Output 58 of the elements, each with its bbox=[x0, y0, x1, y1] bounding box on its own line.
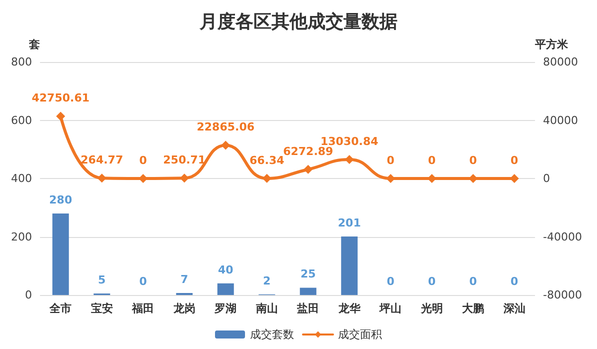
data-label: 264.77 bbox=[80, 154, 124, 167]
data-label: 66.34 bbox=[249, 154, 285, 167]
data-label: 5 bbox=[98, 274, 106, 287]
y2-tick-label: 80000 bbox=[543, 56, 578, 68]
legend-label: 成交面积 bbox=[338, 328, 382, 341]
x-tick-label: 全市 bbox=[48, 302, 72, 315]
point bbox=[304, 164, 313, 174]
y-tick-label: 800 bbox=[11, 56, 32, 68]
data-label: 0 bbox=[386, 154, 395, 167]
data-label: 280 bbox=[49, 193, 72, 206]
x-tick-label: 南山 bbox=[254, 302, 278, 315]
y2-tick-label: -40000 bbox=[543, 230, 582, 244]
bar bbox=[217, 283, 234, 295]
y2-tick-label: -80000 bbox=[543, 288, 582, 302]
x-tick-label: 大鹏 bbox=[462, 302, 484, 315]
x-tick-label: 罗湖 bbox=[214, 302, 237, 315]
data-label: 0 bbox=[469, 275, 478, 288]
y-tick-label: 600 bbox=[11, 114, 32, 127]
point bbox=[221, 140, 230, 150]
data-label: 0 bbox=[510, 154, 519, 167]
data-label: 42750.61 bbox=[32, 92, 90, 105]
legend-label: 成交套数 bbox=[250, 328, 294, 341]
data-label: 201 bbox=[338, 216, 361, 230]
y-axis-title: 套 bbox=[28, 38, 40, 51]
data-label: 22865.06 bbox=[196, 120, 255, 134]
x-tick-label: 盐田 bbox=[296, 302, 320, 315]
y-tick-label: 200 bbox=[11, 230, 32, 244]
data-label: 0 bbox=[428, 275, 436, 288]
bar bbox=[300, 288, 316, 295]
data-label: 0 bbox=[139, 154, 148, 167]
x-tick-label: 宝安 bbox=[90, 302, 113, 315]
data-label: 2 bbox=[263, 274, 271, 288]
data-label: 0 bbox=[428, 154, 436, 167]
x-tick-label: 光明 bbox=[420, 302, 443, 315]
y-tick-label: 0 bbox=[25, 288, 32, 302]
x-tick-label: 龙岗 bbox=[172, 302, 196, 315]
data-label: 0 bbox=[510, 275, 519, 288]
data-label: 0 bbox=[469, 154, 478, 167]
x-tick-label: 坪山 bbox=[378, 302, 402, 315]
data-label: 6272.89 bbox=[283, 144, 334, 158]
data-label: 0 bbox=[386, 275, 395, 288]
point bbox=[56, 112, 66, 121]
x-tick-label: 龙华 bbox=[337, 302, 362, 315]
y2-axis-title: 平方米 bbox=[534, 38, 569, 51]
y-tick-label: 400 bbox=[11, 172, 32, 185]
data-label: 250.71 bbox=[163, 154, 206, 167]
bar bbox=[52, 213, 69, 295]
data-label: 25 bbox=[300, 268, 316, 281]
x-tick-label: 福田 bbox=[131, 302, 154, 315]
chart-title: 月度各区其他成交量数据 bbox=[198, 12, 398, 32]
data-label: 0 bbox=[139, 275, 148, 288]
data-label: 7 bbox=[180, 272, 188, 286]
data-label: 40 bbox=[218, 263, 234, 276]
y2-tick-label: 0 bbox=[543, 172, 550, 185]
x-tick-label: 深汕 bbox=[502, 302, 526, 315]
bar bbox=[341, 236, 358, 295]
point bbox=[97, 174, 106, 183]
y2-tick-label: 40000 bbox=[543, 114, 578, 127]
